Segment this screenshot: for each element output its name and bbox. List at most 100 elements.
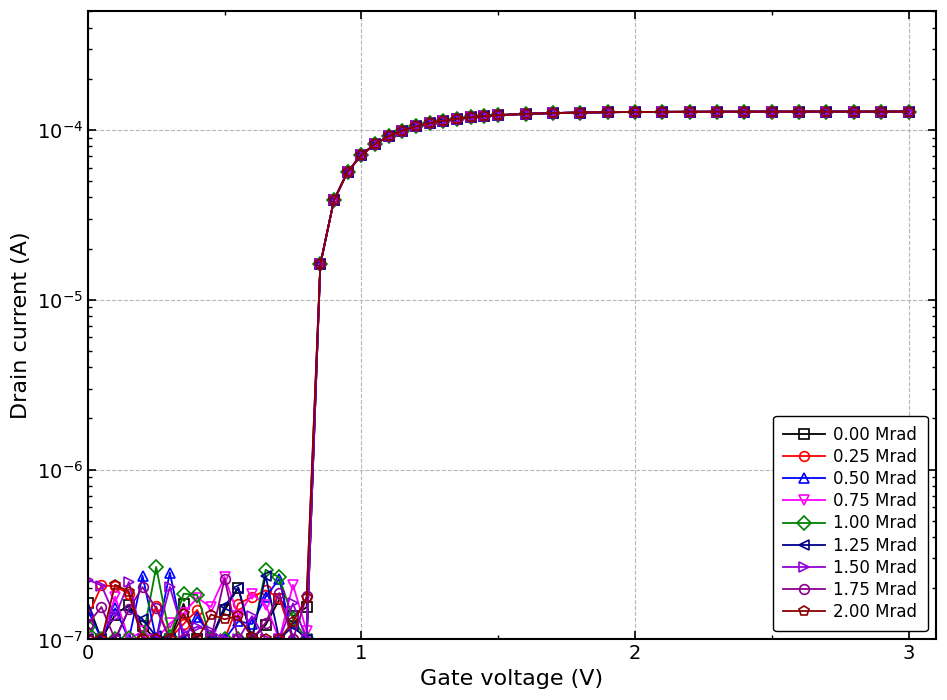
1.50 Mrad — [629, 108, 640, 116]
1.25 Mrad — [452, 115, 463, 123]
0.50 Mrad — [452, 115, 463, 123]
1.75 Mrad — [849, 107, 860, 116]
0.25 Mrad — [684, 108, 695, 116]
0.75 Mrad — [191, 594, 203, 602]
1.00 Mrad — [575, 108, 586, 117]
1.00 Mrad — [520, 110, 531, 118]
0.75 Mrad — [575, 108, 586, 117]
0.25 Mrad — [356, 151, 367, 160]
2.00 Mrad — [465, 113, 476, 122]
1.75 Mrad — [233, 636, 244, 644]
2.00 Mrad — [342, 167, 353, 176]
2.00 Mrad — [684, 108, 695, 116]
1.00 Mrad — [629, 108, 640, 116]
Line: 0.25 Mrad: 0.25 Mrad — [83, 107, 914, 644]
0.25 Mrad — [794, 108, 805, 116]
1.25 Mrad — [492, 111, 504, 120]
0.75 Mrad — [314, 260, 326, 269]
1.25 Mrad — [520, 110, 531, 118]
0.75 Mrad — [711, 108, 723, 116]
2.00 Mrad — [287, 617, 298, 626]
1.00 Mrad — [246, 636, 258, 644]
0.50 Mrad — [711, 108, 723, 116]
1.75 Mrad — [219, 575, 230, 583]
0.50 Mrad — [520, 110, 531, 118]
1.50 Mrad — [465, 113, 476, 122]
0.00 Mrad — [205, 636, 217, 644]
0.00 Mrad — [369, 140, 381, 148]
1.75 Mrad — [205, 636, 217, 644]
0.50 Mrad — [849, 107, 860, 116]
1.25 Mrad — [602, 108, 614, 116]
1.75 Mrad — [794, 108, 805, 116]
1.00 Mrad — [233, 636, 244, 644]
1.75 Mrad — [151, 604, 162, 612]
1.50 Mrad — [875, 107, 886, 116]
1.50 Mrad — [383, 132, 394, 141]
1.75 Mrad — [452, 115, 463, 123]
0.75 Mrad — [684, 108, 695, 116]
0.25 Mrad — [123, 589, 134, 598]
0.25 Mrad — [766, 108, 777, 116]
1.75 Mrad — [684, 108, 695, 116]
0.00 Mrad — [875, 107, 886, 116]
1.00 Mrad — [739, 108, 750, 116]
Line: 0.75 Mrad: 0.75 Mrad — [83, 107, 914, 644]
1.00 Mrad — [794, 108, 805, 116]
0.50 Mrad — [766, 108, 777, 116]
1.75 Mrad — [875, 107, 886, 116]
1.75 Mrad — [410, 122, 421, 131]
0.50 Mrad — [575, 108, 586, 117]
1.50 Mrad — [684, 108, 695, 116]
1.75 Mrad — [123, 606, 134, 614]
0.75 Mrad — [110, 592, 121, 601]
0.50 Mrad — [602, 108, 614, 116]
1.25 Mrad — [547, 109, 559, 118]
0.00 Mrad — [342, 167, 353, 176]
1.00 Mrad — [492, 111, 504, 120]
1.50 Mrad — [178, 629, 189, 638]
2.00 Mrad — [205, 610, 217, 619]
0.25 Mrad — [110, 582, 121, 590]
0.00 Mrad — [629, 108, 640, 116]
1.00 Mrad — [287, 615, 298, 623]
0.50 Mrad — [369, 140, 381, 148]
0.25 Mrad — [629, 108, 640, 116]
1.00 Mrad — [397, 127, 408, 135]
1.50 Mrad — [151, 636, 162, 644]
1.00 Mrad — [342, 167, 353, 176]
0.50 Mrad — [821, 108, 832, 116]
1.50 Mrad — [329, 196, 340, 204]
2.00 Mrad — [96, 636, 107, 644]
2.00 Mrad — [274, 636, 285, 644]
0.50 Mrad — [656, 108, 668, 116]
1.50 Mrad — [246, 612, 258, 620]
0.25 Mrad — [164, 634, 175, 643]
1.25 Mrad — [739, 108, 750, 116]
2.00 Mrad — [520, 110, 531, 118]
0.25 Mrad — [329, 196, 340, 204]
2.00 Mrad — [314, 260, 326, 269]
1.00 Mrad — [875, 107, 886, 116]
0.75 Mrad — [656, 108, 668, 116]
0.75 Mrad — [233, 612, 244, 620]
0.00 Mrad — [520, 110, 531, 118]
1.25 Mrad — [684, 108, 695, 116]
0.25 Mrad — [849, 107, 860, 116]
0.00 Mrad — [711, 108, 723, 116]
2.00 Mrad — [356, 151, 367, 160]
0.00 Mrad — [821, 108, 832, 116]
1.00 Mrad — [684, 108, 695, 116]
1.00 Mrad — [383, 132, 394, 141]
X-axis label: Gate voltage (V): Gate voltage (V) — [420, 669, 603, 689]
1.00 Mrad — [821, 108, 832, 116]
0.25 Mrad — [301, 636, 313, 644]
2.00 Mrad — [479, 112, 491, 120]
1.50 Mrad — [110, 612, 121, 621]
0.50 Mrad — [902, 107, 914, 116]
1.25 Mrad — [96, 636, 107, 644]
1.00 Mrad — [766, 108, 777, 116]
1.75 Mrad — [191, 636, 203, 644]
0.75 Mrad — [383, 132, 394, 141]
0.75 Mrad — [875, 107, 886, 116]
